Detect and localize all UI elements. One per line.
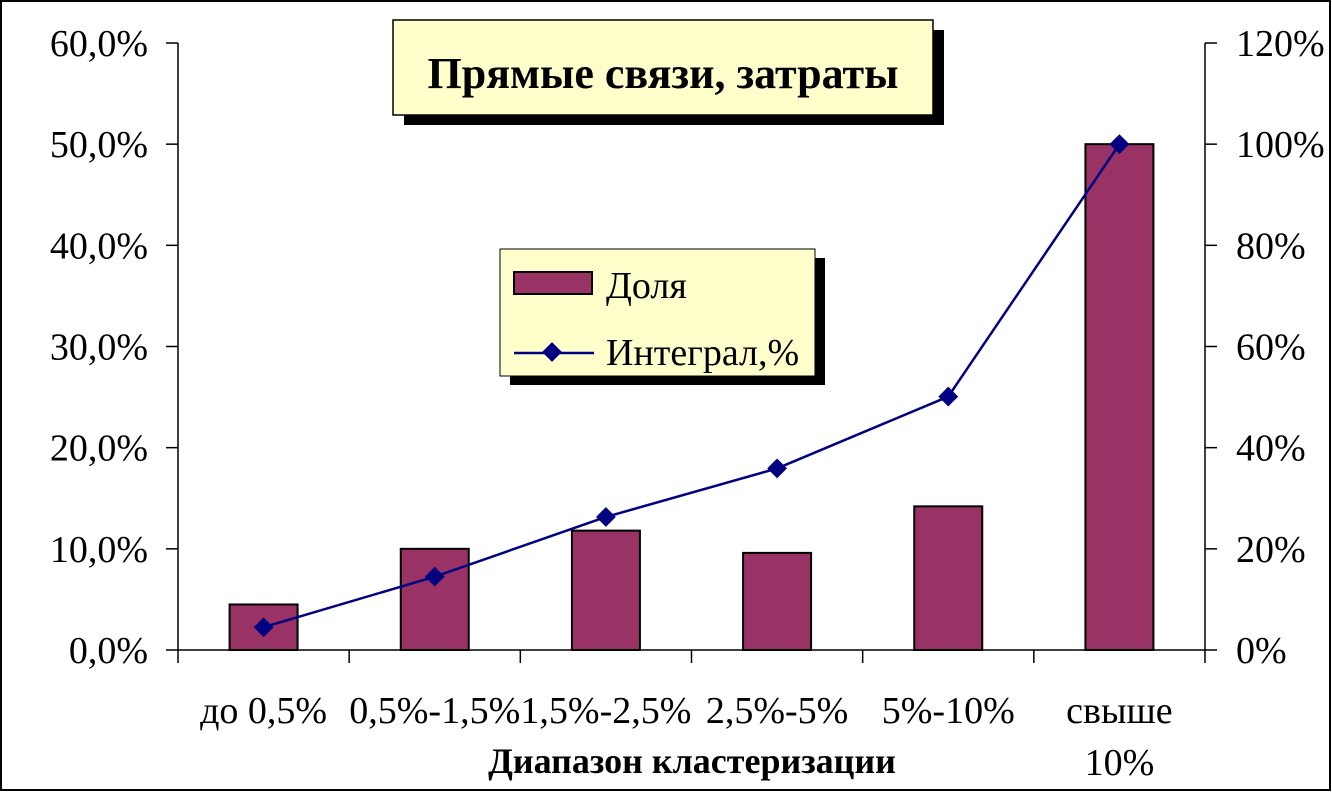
category-label: 5%-10% bbox=[882, 690, 1015, 732]
x-axis-title: Диапазон кластеризации bbox=[488, 741, 896, 781]
line-group bbox=[253, 134, 1130, 638]
legend-swatch-bar bbox=[513, 271, 593, 295]
right-tick-label: 60% bbox=[1236, 327, 1306, 369]
line-point bbox=[424, 566, 445, 587]
right-tick-label: 80% bbox=[1236, 225, 1306, 267]
category-label: 1,5%-2,5% bbox=[520, 690, 691, 732]
legend: Доля Интеграл,% bbox=[499, 248, 825, 385]
bar bbox=[1084, 143, 1155, 652]
line-point bbox=[1109, 134, 1130, 155]
integral-line bbox=[263, 143, 1121, 629]
right-tick-label: 0% bbox=[1236, 630, 1287, 672]
category-label: до 0,5% bbox=[200, 690, 327, 732]
title-background bbox=[392, 19, 934, 116]
left-tick-label: 50,0% bbox=[50, 124, 148, 166]
category-label: 0,5%-1,5% bbox=[349, 690, 520, 732]
left-tick-labels: 0,0% 10,0% 20,0% 30,0% 40,0% 50,0% 60,0% bbox=[50, 23, 148, 672]
bar bbox=[570, 529, 641, 652]
right-tick-label: 100% bbox=[1236, 124, 1325, 166]
category-label: 2,5%-5% bbox=[706, 690, 848, 732]
bar bbox=[399, 547, 470, 651]
legend-label-share: Доля bbox=[606, 265, 687, 307]
right-tick-labels: 0% 20% 40% 60% 80% 100% 120% bbox=[1236, 23, 1325, 672]
title-box: Прямые связи, затраты bbox=[392, 19, 944, 125]
bar bbox=[742, 551, 813, 652]
right-tick-label: 20% bbox=[1236, 529, 1306, 571]
left-tick-label: 30,0% bbox=[50, 327, 148, 369]
line-point bbox=[767, 458, 787, 479]
right-tick-label: 40% bbox=[1236, 428, 1306, 470]
left-tick-label: 0,0% bbox=[69, 630, 148, 672]
category-labels: до 0,5% 0,5%-1,5% 1,5%-2,5% 2,5%-5% 5%-10% св… bbox=[200, 690, 1173, 784]
left-tick-label: 40,0% bbox=[50, 225, 148, 267]
left-tick-label: 20,0% bbox=[50, 428, 148, 470]
category-label: свыше bbox=[1066, 690, 1172, 732]
category-label: 10% bbox=[1085, 742, 1155, 784]
chart-title: Прямые связи, затраты bbox=[428, 49, 899, 98]
legend-swatch-marker bbox=[542, 342, 562, 362]
right-tick-label: 120% bbox=[1236, 23, 1325, 65]
bar bbox=[913, 505, 984, 651]
line-point bbox=[253, 617, 274, 638]
left-tick-label: 10,0% bbox=[50, 529, 148, 571]
bars-group bbox=[228, 143, 1155, 652]
legend-label-integral: Интеграл,% bbox=[606, 332, 799, 374]
line-point bbox=[938, 386, 959, 407]
left-tick-label: 60,0% bbox=[50, 23, 148, 65]
axes bbox=[166, 42, 1217, 663]
